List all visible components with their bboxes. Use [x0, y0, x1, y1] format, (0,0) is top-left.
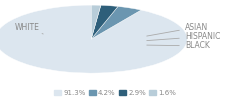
Text: BLACK: BLACK [147, 41, 210, 50]
Wedge shape [91, 5, 118, 39]
Legend: 91.3%, 4.2%, 2.9%, 1.6%: 91.3%, 4.2%, 2.9%, 1.6% [54, 89, 177, 96]
Wedge shape [91, 5, 101, 39]
Text: HISPANIC: HISPANIC [147, 32, 220, 41]
Text: WHITE: WHITE [14, 23, 43, 34]
Text: ASIAN: ASIAN [147, 23, 208, 36]
Wedge shape [91, 6, 141, 39]
Wedge shape [0, 5, 187, 73]
